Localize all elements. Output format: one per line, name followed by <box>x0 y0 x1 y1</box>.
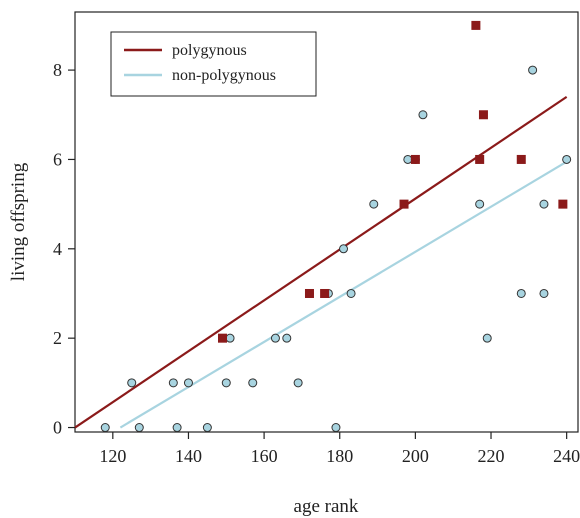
point-non-polygynous <box>127 378 137 388</box>
point-non-polygynous <box>202 423 212 433</box>
y-tick-label: 4 <box>53 239 62 259</box>
legend: polygynous non-polygynous <box>110 31 317 97</box>
point-non-polygynous <box>418 110 428 120</box>
y-axis: 0 2 4 6 8 <box>53 60 75 438</box>
x-tick-label: 220 <box>478 446 505 466</box>
data-points <box>100 20 572 433</box>
point-non-polygynous <box>134 423 144 433</box>
y-axis-title: living offspring <box>8 162 29 281</box>
point-non-polygynous <box>331 423 341 433</box>
point-polygynous <box>558 199 568 209</box>
x-tick-label: 200 <box>402 446 429 466</box>
fit-line-polygynous <box>74 95 568 429</box>
y-tick-label: 2 <box>53 328 62 348</box>
x-tick-label: 240 <box>553 446 580 466</box>
x-tick-label: 180 <box>326 446 353 466</box>
x-axis: 120 140 160 180 200 220 240 <box>99 432 580 466</box>
point-polygynous <box>320 288 330 298</box>
x-tick-label: 140 <box>175 446 202 466</box>
point-non-polygynous <box>562 154 572 164</box>
point-non-polygynous <box>528 65 538 75</box>
point-non-polygynous <box>475 199 485 209</box>
point-non-polygynous <box>282 333 292 343</box>
point-polygynous <box>410 154 420 164</box>
point-polygynous <box>217 333 227 343</box>
fit-line-non-polygynous <box>119 160 568 429</box>
legend-label-non-polygynous: non-polygynous <box>172 67 276 84</box>
point-non-polygynous <box>482 333 492 343</box>
point-non-polygynous <box>225 333 235 343</box>
point-non-polygynous <box>221 378 231 388</box>
point-non-polygynous <box>270 333 280 343</box>
plot-frame <box>74 11 579 433</box>
point-non-polygynous <box>369 199 379 209</box>
y-tick-label: 0 <box>53 418 62 438</box>
point-non-polygynous <box>172 423 182 433</box>
fit-lines <box>74 95 568 429</box>
point-non-polygynous <box>539 199 549 209</box>
point-non-polygynous <box>346 288 356 298</box>
point-non-polygynous <box>403 154 413 164</box>
point-polygynous <box>516 154 526 164</box>
point-polygynous <box>478 110 488 120</box>
point-polygynous <box>471 20 481 30</box>
point-non-polygynous <box>100 423 110 433</box>
point-non-polygynous <box>339 244 349 254</box>
x-tick-label: 120 <box>99 446 126 466</box>
y-tick-label: 8 <box>53 60 62 80</box>
legend-box <box>110 31 317 97</box>
point-non-polygynous <box>516 288 526 298</box>
legend-label-polygynous: polygynous <box>172 42 247 59</box>
point-non-polygynous <box>168 378 178 388</box>
y-tick-label: 6 <box>53 149 62 169</box>
point-non-polygynous <box>539 288 549 298</box>
point-non-polygynous <box>183 378 193 388</box>
point-non-polygynous <box>248 378 258 388</box>
point-polygynous <box>304 288 314 298</box>
point-polygynous <box>399 199 409 209</box>
point-polygynous <box>475 154 485 164</box>
x-tick-label: 160 <box>251 446 278 466</box>
point-non-polygynous <box>293 378 303 388</box>
x-axis-title: age rank <box>294 496 359 517</box>
